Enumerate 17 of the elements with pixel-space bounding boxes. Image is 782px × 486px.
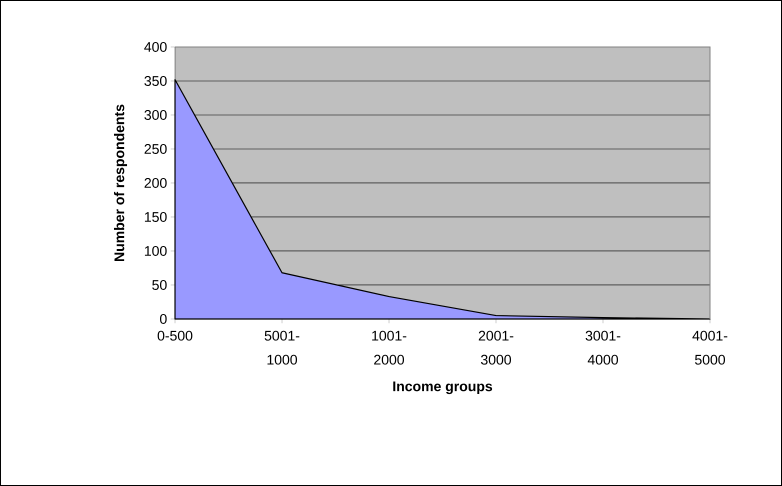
x-tick-label: 3001-4000 bbox=[586, 330, 620, 365]
y-tick-label: 300 bbox=[144, 110, 167, 120]
y-tick-label: 200 bbox=[144, 178, 167, 188]
x-axis-title: Income groups bbox=[393, 382, 492, 394]
x-tick-label: 1001-2000 bbox=[372, 330, 406, 365]
y-tick-label: 250 bbox=[144, 144, 167, 154]
x-tick-label: 4001-5000 bbox=[692, 330, 728, 365]
y-tick-label: 400 bbox=[144, 42, 167, 52]
x-tick-label: 5001-1000 bbox=[264, 330, 300, 365]
y-tick-label: 100 bbox=[144, 246, 167, 256]
x-tick-label: 0-500 bbox=[158, 330, 192, 341]
y-tick-label: 150 bbox=[144, 212, 167, 222]
y-tick-label: 50 bbox=[152, 280, 167, 290]
y-axis-title: Number of respondents bbox=[114, 104, 128, 261]
y-tick-label: 350 bbox=[144, 76, 167, 86]
x-tick-label: 2001-3000 bbox=[478, 330, 514, 365]
y-tick-label: 0 bbox=[160, 314, 167, 324]
